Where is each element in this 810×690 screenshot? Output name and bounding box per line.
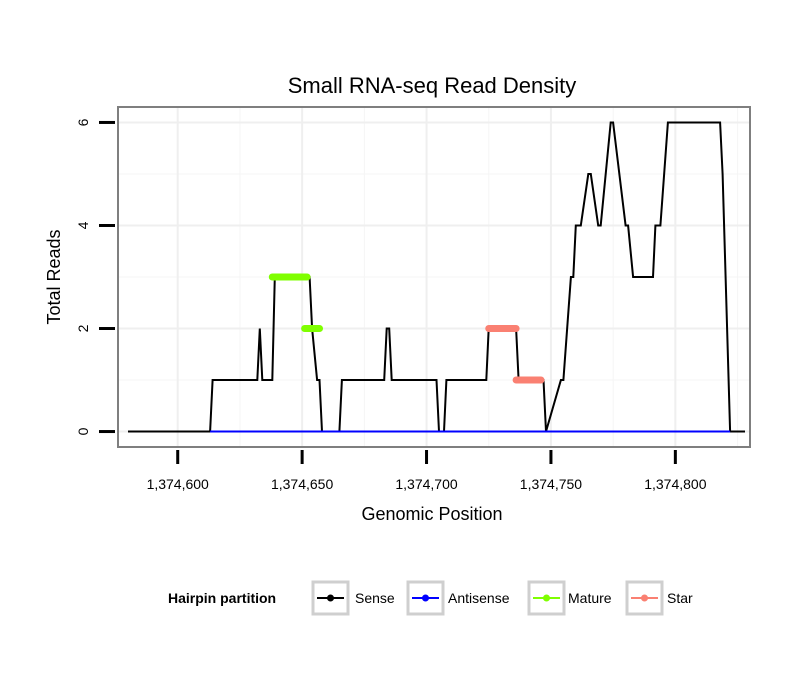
y-tick-label: 0 xyxy=(75,427,91,435)
x-axis-label: Genomic Position xyxy=(361,504,502,524)
y-tick-label: 6 xyxy=(75,118,91,126)
x-tick-label: 1,374,800 xyxy=(644,476,706,492)
x-tick-label: 1,374,600 xyxy=(147,476,209,492)
y-axis-label: Total Reads xyxy=(44,229,64,324)
legend-label: Antisense xyxy=(448,590,510,606)
plot-panel-border xyxy=(117,106,751,448)
x-tick-label: 1,374,700 xyxy=(395,476,457,492)
legend-entry-sense: Sense xyxy=(311,580,395,616)
legend-key-dot xyxy=(641,594,648,602)
x-axis: 1,374,600 1,374,650 1,374,700 1,374,750 1,37… xyxy=(147,450,707,492)
legend-label: Star xyxy=(667,590,693,606)
legend-label: Sense xyxy=(355,590,395,606)
x-tick-label: 1,374,650 xyxy=(271,476,333,492)
legend-entry-star: Star xyxy=(625,580,693,616)
legend: Hairpin partition Sense Antisense Mature St… xyxy=(168,580,693,616)
legend-entry-antisense: Antisense xyxy=(406,580,510,616)
x-tick-label: 1,374,750 xyxy=(520,476,582,492)
legend-title: Hairpin partition xyxy=(168,590,276,606)
legend-key-dot xyxy=(327,594,334,602)
y-tick-label: 2 xyxy=(75,324,91,332)
legend-key-dot xyxy=(422,594,429,602)
legend-entry-mature: Mature xyxy=(527,580,612,616)
y-axis: 0 2 4 6 xyxy=(75,118,115,435)
y-tick-label: 4 xyxy=(75,221,91,229)
chart-title: Small RNA-seq Read Density xyxy=(288,73,577,98)
legend-key-dot xyxy=(543,594,550,602)
series-layer xyxy=(128,121,745,433)
legend-label: Mature xyxy=(568,590,612,606)
